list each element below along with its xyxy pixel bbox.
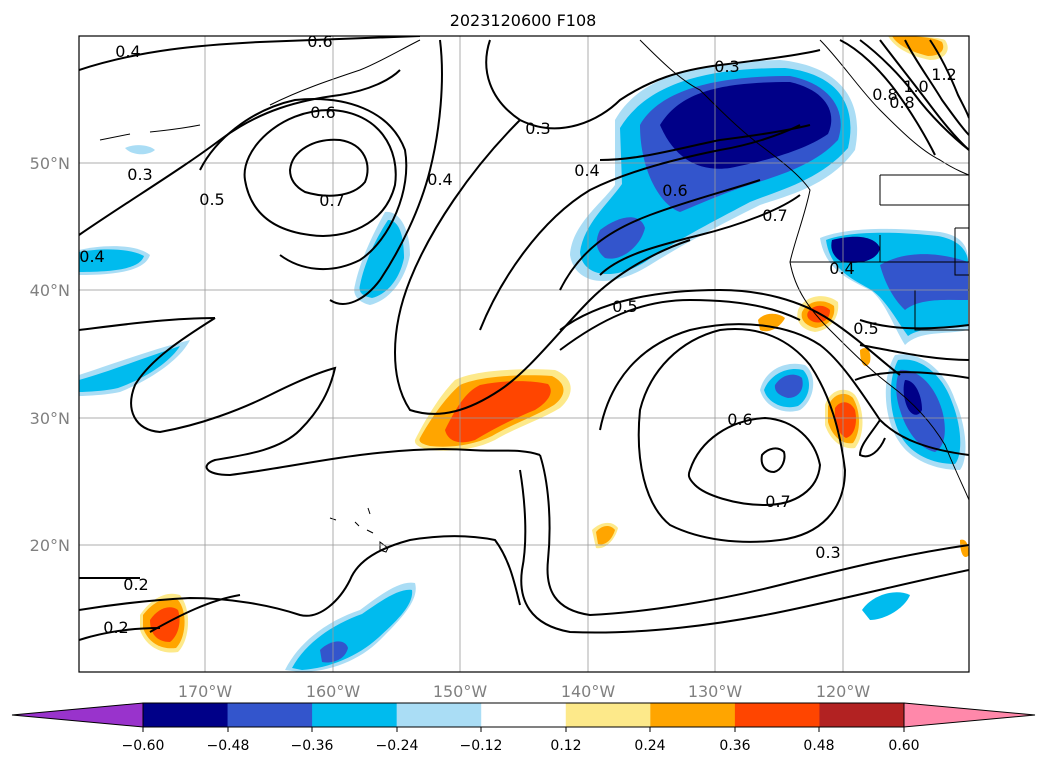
colorbar-segment [734,703,820,727]
colorbar-tick-labels: −0.60 −0.48 −0.36 −0.24 −0.12 0.12 0.24 … [122,738,920,754]
contour-label: 0.4 [574,161,599,180]
figure-title: 2023120600 F108 [450,11,597,30]
contour-label: 0.4 [115,42,140,61]
colorbar-segment [565,703,651,727]
contour-label: 0.2 [123,575,148,594]
colorbar-tick-label: −0.36 [291,738,334,754]
colorbar-tick-label: 0.24 [634,738,665,754]
map-frame [78,35,970,673]
latitude-label: 20°N [30,536,70,555]
contour-label: 0.6 [662,181,687,200]
colorbar-segment [650,703,736,727]
longitude-label: 130°W [688,682,743,701]
contour-label: 0.3 [525,119,550,138]
contour-label: 0.3 [714,57,739,76]
latitude-label: 30°N [30,409,70,428]
contour-label: 0.5 [612,297,637,316]
contour-label: 0.6 [307,32,332,51]
longitude-labels: 170°W 160°W 150°W 140°W 130°W 120°W [178,682,871,701]
contour-label: 0.7 [762,206,787,225]
colorbar-extend-low [11,702,144,728]
colorbar-tick-label: −0.12 [460,738,503,754]
colorbar-segments [143,703,905,727]
colorbar-segment [819,703,905,727]
colorbar-ticks [142,727,905,732]
contour-label: 1.2 [931,65,956,84]
contour-label: 0.3 [815,543,840,562]
contour-label: 0.7 [319,191,344,210]
contour-label: 0.4 [79,247,104,266]
colorbar-segment [481,703,567,727]
colorbar-segment [396,703,482,727]
map-panel: 0.4 0.6 0.6 0.3 0.5 0.7 0.4 0.4 0.3 0.3 … [78,32,970,673]
colorbar-segment [143,703,229,727]
colorbar-segment [227,703,313,727]
contour-label: 0.5 [853,319,878,338]
longitude-label: 170°W [178,682,233,701]
longitude-label: 160°W [306,682,361,701]
colorbar-tick-label: 0.12 [550,738,581,754]
colorbar: −0.60 −0.48 −0.36 −0.24 −0.12 0.12 0.24 … [11,702,1036,754]
colorbar-extend-high [903,702,1036,728]
colorbar-tick-label: 0.48 [803,738,834,754]
contour-label: 0.4 [427,170,452,189]
contour-label: 0.8 [889,93,914,112]
longitude-label: 140°W [561,682,616,701]
latitude-label: 50°N [30,154,70,173]
colorbar-tick-label: −0.48 [207,738,250,754]
latitude-labels: 50°N 40°N 30°N 20°N [30,154,70,555]
longitude-label: 150°W [433,682,488,701]
contour-label: 0.3 [127,165,152,184]
positive-shading [140,36,969,653]
contour-label: 1.0 [903,77,928,96]
colorbar-frame [142,702,905,728]
colorbar-segment [312,703,398,727]
contour-label: 0.6 [310,103,335,122]
contour-lines [79,36,969,641]
contour-labels: 0.4 0.6 0.6 0.3 0.5 0.7 0.4 0.4 0.3 0.3 … [79,32,956,637]
contour-label: 0.8 [872,85,897,104]
latitude-label: 40°N [30,281,70,300]
colorbar-tick-label: −0.24 [376,738,419,754]
contour-label: 0.7 [765,492,790,511]
colorbar-tick-label: 0.36 [719,738,750,754]
longitude-label: 120°W [816,682,871,701]
colorbar-tick-label: 0.60 [888,738,919,754]
contour-label: 0.6 [727,410,752,429]
contour-label: 0.2 [103,618,128,637]
contour-label: 0.5 [199,190,224,209]
contour-label: 0.4 [829,259,854,278]
colorbar-tick-label: −0.60 [122,738,165,754]
